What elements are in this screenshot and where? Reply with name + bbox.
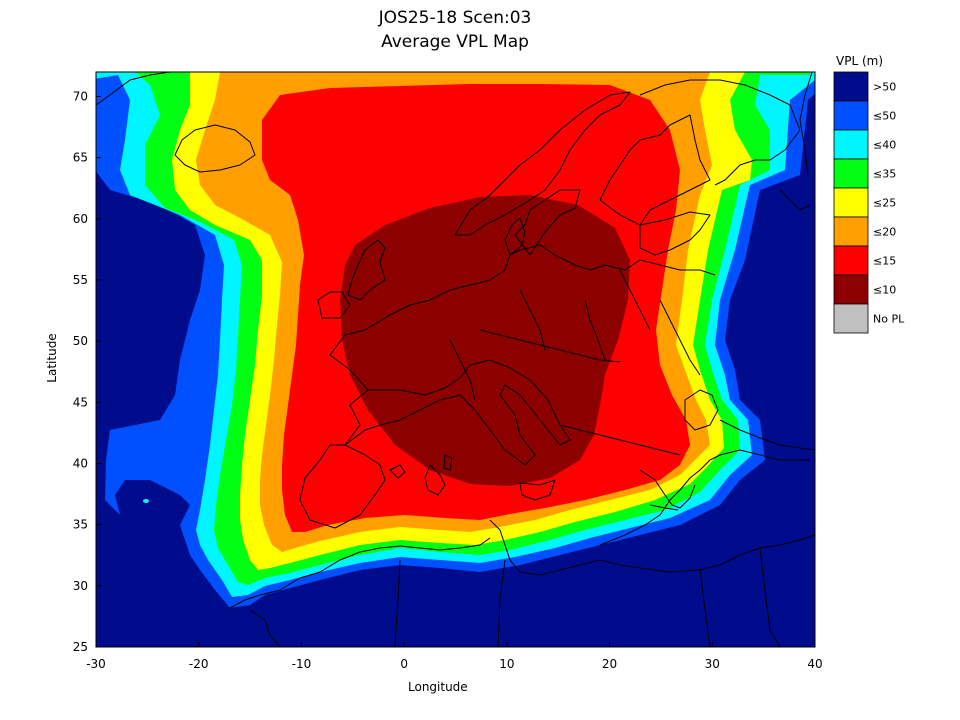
coastlines <box>96 72 815 647</box>
azores-hotspot <box>143 499 149 503</box>
legend-swatch <box>833 158 869 189</box>
legend-label: ≤35 <box>873 168 896 181</box>
y-axis-ticks: 25 30 35 40 45 50 55 60 65 70 <box>73 89 101 654</box>
legend-swatch <box>833 216 869 247</box>
x-tick-label: 10 <box>499 657 514 671</box>
x-axis-ticks: -30 -20 -10 0 10 20 30 40 <box>86 642 823 671</box>
legend-label: ≤20 <box>873 226 896 239</box>
legend-swatch <box>833 245 869 276</box>
legend-label: >50 <box>873 81 896 94</box>
x-tick-label: 30 <box>705 657 720 671</box>
legend-swatch <box>833 274 869 305</box>
legend-label: No PL <box>873 313 905 326</box>
x-tick-label: -30 <box>86 657 106 671</box>
legend-title: VPL (m) <box>836 54 883 68</box>
legend-label: ≤10 <box>873 284 896 297</box>
contour-layer <box>96 72 815 647</box>
legend-label: ≤50 <box>873 110 896 123</box>
y-tick-label: 35 <box>73 518 88 532</box>
map-title-line1: JOS25-18 Scen:03 <box>378 8 532 28</box>
legend-swatch <box>833 129 869 160</box>
legend-swatch <box>833 187 869 218</box>
x-tick-label: -10 <box>292 657 312 671</box>
legend-label: ≤40 <box>873 139 896 152</box>
x-tick-label: 20 <box>602 657 617 671</box>
map-title-line2: Average VPL Map <box>381 32 529 52</box>
color-legend: >50 ≤50 ≤40 ≤35 ≤25 ≤20 ≤15 ≤10 No PL <box>833 71 905 334</box>
y-tick-label: 60 <box>73 212 88 226</box>
y-tick-label: 25 <box>73 640 88 654</box>
y-tick-label: 55 <box>73 273 88 287</box>
x-tick-label: 40 <box>807 657 822 671</box>
x-tick-label: -20 <box>189 657 209 671</box>
y-tick-label: 65 <box>73 151 88 165</box>
y-tick-label: 70 <box>73 89 88 103</box>
y-tick-label: 50 <box>73 334 88 348</box>
y-tick-label: 30 <box>73 579 88 593</box>
legend-swatch <box>833 71 869 102</box>
legend-swatch <box>833 303 869 334</box>
y-tick-label: 45 <box>73 395 88 409</box>
legend-label: ≤25 <box>873 197 896 210</box>
y-tick-label: 40 <box>73 456 88 470</box>
legend-swatch <box>833 100 869 131</box>
legend-label: ≤15 <box>873 255 896 268</box>
x-tick-label: 0 <box>400 657 408 671</box>
x-axis-label: Longitude <box>408 680 468 694</box>
plot-frame <box>95 71 816 648</box>
